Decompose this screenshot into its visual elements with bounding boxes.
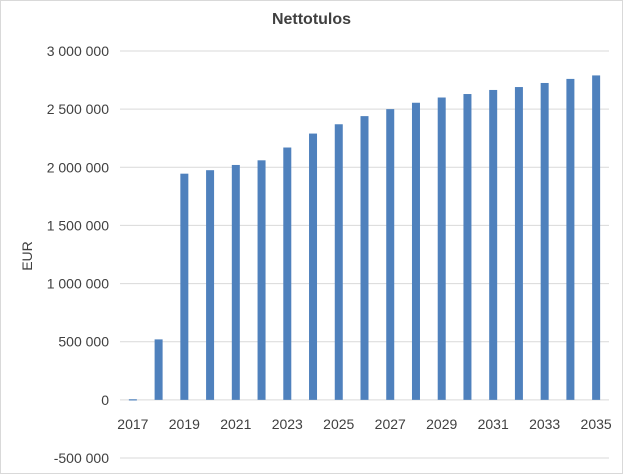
bar-2021 [231,164,240,400]
bar-2035 [592,75,601,400]
bars [128,75,601,401]
bar-2029 [437,97,446,400]
y-tick-label: 2 000 000 [47,159,109,175]
bar-2031 [489,89,498,400]
y-tick-label: 0 [101,392,109,408]
bar-2020 [206,170,215,400]
x-tick-label: 2025 [323,416,354,432]
bar-2023 [283,147,292,400]
x-tick-label: 2033 [529,416,560,432]
bar-2030 [463,94,472,400]
x-tick-label: 2017 [117,416,148,432]
bar-2018 [154,339,163,400]
bar-2024 [309,133,318,400]
x-axis-ticks: 2017 2019 2021 2023 2025 2027 2029 2031 2033 2035 [117,416,612,432]
bar-2022 [257,160,266,400]
y-axis-ticks: -500 000 0 500 000 1 000 000 1 500 000 2 000 … [47,43,110,466]
bar-2034 [566,78,575,400]
bar-2025 [334,124,343,400]
bar-2033 [540,82,549,400]
x-tick-label: 2027 [375,416,406,432]
bar-2017 [128,399,137,401]
bar-2027 [386,109,395,400]
x-tick-label: 2031 [478,416,509,432]
y-tick-label: 1 000 000 [47,276,109,292]
y-tick-label: -500 000 [54,450,109,466]
chart-title: Nettotulos [271,11,352,28]
y-tick-label: 2 500 000 [47,101,109,117]
y-tick-label: 500 000 [58,334,109,350]
x-tick-label: 2023 [272,416,303,432]
y-tick-label: 3 000 000 [47,43,109,59]
bar-2032 [514,87,523,400]
x-tick-label: 2035 [581,416,612,432]
bar-2028 [411,102,420,400]
bar-2026 [360,116,369,400]
y-tick-label: 1 500 000 [47,217,109,233]
x-tick-label: 2021 [220,416,251,432]
bar-2019 [180,173,189,400]
y-axis-label: EUR [19,241,35,271]
x-tick-label: 2029 [426,416,457,432]
x-tick-label: 2019 [169,416,200,432]
